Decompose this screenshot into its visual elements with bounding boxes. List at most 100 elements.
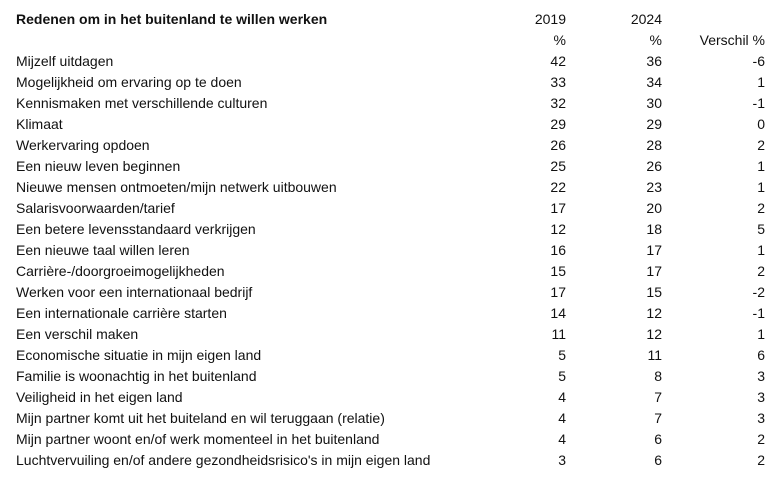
value-diff: -1 — [752, 95, 765, 111]
value-2019: 32 — [550, 95, 566, 111]
value-diff: 1 — [757, 179, 765, 195]
value-2019: 3 — [558, 452, 566, 468]
value-diff: 1 — [757, 242, 765, 258]
table-row: Salarisvoorwaarden/tarief 17 20 2 — [16, 198, 765, 219]
row-label: Kennismaken met verschillende culturen — [16, 95, 268, 111]
value-diff: 3 — [757, 410, 765, 426]
row-label: Economische situatie in mijn eigen land — [16, 347, 262, 363]
value-2019: 5 — [558, 368, 566, 384]
value-2019: 29 — [550, 116, 566, 132]
row-label: Mogelijkheid om ervaring op te doen — [16, 74, 242, 90]
value-2019: 22 — [550, 179, 566, 195]
row-label: Werken voor een internationaal bedrijf — [16, 284, 253, 300]
value-2024: 6 — [654, 452, 662, 468]
row-label: Familie is woonachtig in het buitenland — [16, 368, 257, 384]
unit-2024: % — [649, 32, 662, 48]
header-row: Redenen om in het buitenland te willen w… — [16, 9, 765, 30]
row-label: Mijn partner komt uit het buiteland en w… — [16, 410, 385, 426]
value-2019: 5 — [558, 347, 566, 363]
value-diff: 2 — [757, 431, 765, 447]
value-2024: 36 — [646, 53, 662, 69]
unit-row: % % Verschil % — [16, 30, 765, 51]
value-2019: 26 — [550, 137, 566, 153]
table-row: Mijn partner komt uit het buiteland en w… — [16, 408, 765, 429]
value-2019: 17 — [550, 284, 566, 300]
row-label: Een nieuw leven beginnen — [16, 158, 181, 174]
value-2019: 14 — [550, 305, 566, 321]
row-label: Een nieuwe taal willen leren — [16, 242, 190, 258]
table-row: Werken voor een internationaal bedrijf 17… — [16, 282, 765, 303]
value-2024: 18 — [646, 221, 662, 237]
row-label: Een betere levensstandaard verkrijgen — [16, 221, 256, 237]
value-diff: 1 — [757, 74, 765, 90]
value-diff: 1 — [757, 158, 765, 174]
value-diff: 0 — [757, 116, 765, 132]
value-2019: 42 — [550, 53, 566, 69]
table-row: Mogelijkheid om ervaring op te doen 33 34 1 — [16, 72, 765, 93]
table-row: Luchtvervuiling en/of andere gezondheids… — [16, 450, 765, 471]
row-label: Luchtvervuiling en/of andere gezondheids… — [16, 452, 431, 468]
value-2024: 17 — [646, 263, 662, 279]
value-2019: 4 — [558, 431, 566, 447]
table-row: Familie is woonachtig in het buitenland 5… — [16, 366, 765, 387]
value-2024: 7 — [654, 410, 662, 426]
table-row: Een internationale carrière starten 14 12 -… — [16, 303, 765, 324]
value-2019: 11 — [551, 326, 566, 342]
reasons-table: Redenen om in het buitenland te willen w… — [16, 9, 765, 471]
table-row: Kennismaken met verschillende culturen 32… — [16, 93, 765, 114]
value-2024: 30 — [646, 95, 662, 111]
column-header-diff: Verschil % — [699, 32, 765, 48]
table-row: Mijzelf uitdagen 42 36 -6 — [16, 51, 765, 72]
row-label: Een internationale carrière starten — [16, 305, 227, 321]
table-row: Een nieuw leven beginnen 25 26 1 — [16, 156, 765, 177]
row-label: Veiligheid in het eigen land — [16, 389, 183, 405]
value-diff: 2 — [757, 263, 765, 279]
value-diff: 6 — [757, 347, 765, 363]
value-2024: 12 — [646, 326, 662, 342]
value-2019: 12 — [550, 221, 566, 237]
value-2019: 4 — [558, 389, 566, 405]
value-2024: 8 — [654, 368, 662, 384]
value-2024: 6 — [654, 431, 662, 447]
value-2024: 15 — [646, 284, 662, 300]
table-row: Economische situatie in mijn eigen land 5… — [16, 345, 765, 366]
value-2024: 17 — [646, 242, 662, 258]
column-header-2019: 2019 — [534, 11, 566, 27]
value-2019: 17 — [550, 200, 566, 216]
value-2024: 11 — [647, 347, 662, 363]
value-diff: 2 — [757, 452, 765, 468]
table-body: Mijzelf uitdagen 42 36 -6 Mogelijkheid om er… — [16, 51, 765, 471]
row-label: Mijzelf uitdagen — [16, 53, 114, 69]
value-diff: 3 — [757, 389, 765, 405]
column-header-2024: 2024 — [630, 11, 662, 27]
row-label: Werkervaring opdoen — [16, 137, 150, 153]
table-row: Klimaat 29 29 0 — [16, 114, 765, 135]
value-2019: 33 — [550, 74, 566, 90]
value-diff: 1 — [757, 326, 765, 342]
value-diff: 5 — [757, 221, 765, 237]
value-2024: 34 — [646, 74, 662, 90]
row-label: Een verschil maken — [16, 326, 139, 342]
row-label: Klimaat — [16, 116, 63, 132]
table-row: Veiligheid in het eigen land 4 7 3 — [16, 387, 765, 408]
table-row: Een verschil maken 11 12 1 — [16, 324, 765, 345]
value-2019: 4 — [558, 410, 566, 426]
row-label: Mijn partner woont en/of werk momenteel … — [16, 431, 380, 447]
row-label: Nieuwe mensen ontmoeten/mijn netwerk uit… — [16, 179, 337, 195]
value-2024: 29 — [646, 116, 662, 132]
value-2019: 16 — [550, 242, 566, 258]
value-diff: -6 — [752, 53, 765, 69]
table-row: Werkervaring opdoen 26 28 2 — [16, 135, 765, 156]
row-label: Salarisvoorwaarden/tarief — [16, 200, 175, 216]
value-2024: 26 — [646, 158, 662, 174]
unit-label-spacer — [16, 30, 502, 51]
table-row: Een betere levensstandaard verkrijgen 12 1… — [16, 219, 765, 240]
value-2024: 12 — [646, 305, 662, 321]
value-diff: 3 — [757, 368, 765, 384]
value-2019: 15 — [550, 263, 566, 279]
table-row: Carrière-/doorgroeimogelijkheden 15 17 2 — [16, 261, 765, 282]
value-2024: 28 — [646, 137, 662, 153]
value-2024: 7 — [654, 389, 662, 405]
unit-2019: % — [553, 32, 566, 48]
